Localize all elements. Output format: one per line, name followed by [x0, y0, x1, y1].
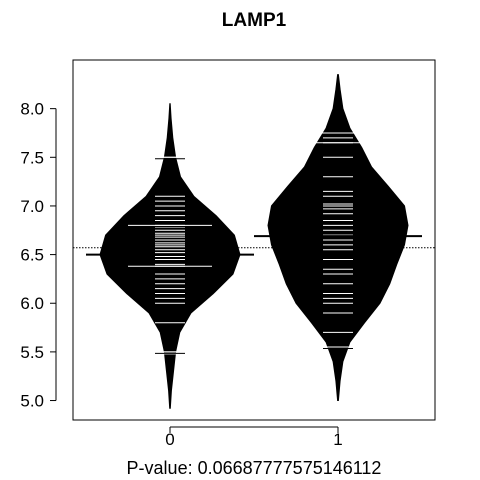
y-axis: 5.0 5.5 6.0 6.5 7.0 7.5 8.0: [20, 100, 57, 411]
plot-area: [73, 74, 435, 409]
y-tick-label-3: 6.5: [20, 246, 44, 265]
chart-title: LAMP1: [222, 10, 287, 31]
y-tick-label-6: 8.0: [20, 100, 44, 119]
y-tick-label-5: 7.5: [20, 148, 44, 167]
y-tick-label-0: 5.0: [20, 392, 44, 411]
x-tick-label-1: 1: [333, 430, 342, 449]
bean-0: [86, 103, 254, 409]
y-tick-label-2: 6.0: [20, 294, 44, 313]
y-tick-label-1: 5.5: [20, 343, 44, 362]
bean-1: [254, 74, 422, 401]
y-tick-label-4: 7.0: [20, 197, 44, 216]
plot-frame: [72, 59, 436, 421]
x-axis-label: P-value: 0.06687777575146112: [127, 458, 382, 478]
x-tick-label-0: 0: [165, 430, 174, 449]
bean-density-1: [267, 74, 409, 401]
